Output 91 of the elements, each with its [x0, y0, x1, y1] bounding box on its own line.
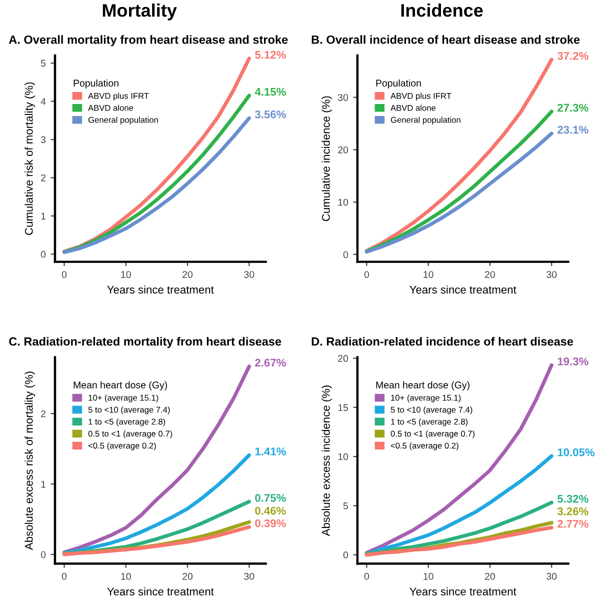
data-label: 37.2% [557, 52, 588, 60]
line-series [62, 453, 251, 555]
data-label: 5.32% [557, 494, 588, 503]
legend-label: ABVD plus IFRT [390, 92, 452, 100]
y-tick-label: 0 [343, 552, 348, 558]
legend-label: ABVD alone [390, 104, 436, 111]
y-tick-label: 15 [338, 404, 348, 412]
legend-title: Mean heart dose (Gy) [74, 381, 167, 390]
legend-label: ABVD plus IFRT [88, 92, 149, 100]
chart-title: C. Radiation-related mortality from heart disease [9, 336, 282, 348]
text: Mortality [102, 4, 177, 20]
legend-label: 0.5 to <1 (average 0.7) [390, 430, 475, 438]
chart-title: B. Overall incidence of heart disease and stroke [312, 35, 580, 44]
y-tick-label: 2 [41, 174, 46, 182]
y-tick-label: 0 [343, 251, 348, 258]
line-series [62, 364, 251, 554]
data-label: 27.3% [558, 104, 588, 112]
data-label: 5.12% [255, 50, 286, 59]
chart-title: A. Overall mortality from heart disease and stroke [8, 35, 288, 46]
legend-label: 1 to <5 (average 2.8) [391, 418, 468, 426]
x-tick-label: 20 [485, 572, 495, 580]
x-tick-label: 0 [364, 271, 370, 278]
x-tick-label: 20 [182, 271, 193, 278]
y-tick-label: 0 [40, 250, 46, 258]
data-label: 1.41% [255, 448, 286, 456]
x-axis-title: Years since treatment [410, 285, 516, 294]
data-label: 0.75% [255, 494, 286, 502]
y-tick-label: 10 [338, 453, 348, 460]
legend-label: 1 to <5 (average 2.8) [88, 418, 166, 426]
x-axis-title: Years since treatment [107, 285, 214, 294]
y-axis-title: Absolute excess risk of mortality (%) [24, 372, 35, 550]
legend-label: ABVD alone [88, 104, 134, 111]
y-tick-label: 2 [41, 410, 46, 418]
y-tick-label: 10 [338, 198, 348, 206]
x-tick-label: 0 [62, 572, 67, 580]
y-axis-title: Cumulative incidence (%) [322, 96, 332, 222]
legend-label: General population [88, 116, 158, 124]
y-tick-label: 1 [41, 212, 46, 220]
x-tick-label: 30 [244, 572, 254, 580]
y-axis-title: Absolute excess incidence (%) [322, 385, 332, 536]
legend-title: Mean heart dose (Gy) [376, 381, 470, 390]
y-tick-label: 4 [40, 98, 46, 105]
text: Incidence [401, 4, 483, 17]
line-series [364, 58, 554, 253]
x-tick-label: 10 [424, 572, 434, 580]
line-series [364, 110, 554, 254]
x-tick-label: 20 [182, 572, 193, 580]
data-label: 0.39% [255, 519, 286, 528]
data-label: 10.05% [558, 448, 595, 456]
data-label: 4.15% [254, 88, 286, 96]
line-series [364, 132, 554, 254]
x-axis-title: Years since treatment [107, 587, 214, 596]
y-tick-label: 0 [40, 551, 46, 558]
data-label: 2.77% [558, 520, 588, 528]
y-tick-label: 3 [40, 136, 46, 144]
y-tick-label: 1 [41, 480, 46, 488]
data-label: 3.26% [557, 507, 588, 516]
legend-label: 5 to <10 (average 7.4) [390, 406, 472, 414]
data-label: 3.56% [254, 110, 286, 118]
legend-title: Population [74, 79, 118, 89]
y-axis-title: Cumulative risk of mortality (%) [24, 82, 35, 235]
x-tick-label: 10 [121, 271, 131, 278]
data-label: 2.67% [255, 358, 286, 367]
data-label: 19.3% [558, 357, 588, 366]
legend-label: 10+ (average 15.1) [391, 394, 461, 402]
y-tick-label: 5 [40, 60, 46, 67]
x-tick-label: 20 [485, 271, 495, 278]
x-tick-label: 0 [62, 271, 67, 278]
x-tick-label: 30 [546, 271, 557, 278]
legend-label: 0.5 to <1 (average 0.7) [88, 430, 172, 438]
y-tick-label: 20 [338, 146, 348, 154]
y-tick-label: 20 [338, 354, 348, 362]
legend-label: General population [390, 116, 460, 124]
legend-label: 10+ (average 15.1) [88, 394, 158, 402]
y-tick-label: 30 [338, 94, 348, 101]
x-tick-label: 30 [244, 271, 254, 278]
chart-title: D. Radiation-related incidence of heart disease [312, 336, 574, 346]
x-tick-label: 30 [546, 572, 557, 580]
x-tick-label: 10 [424, 271, 434, 278]
line-series [364, 363, 554, 555]
data-label: 23.1% [558, 126, 588, 134]
y-tick-label: 5 [343, 502, 348, 510]
data-label: 0.46% [255, 506, 286, 515]
legend-title: Population [376, 79, 421, 89]
x-axis-title: Years since treatment [410, 587, 516, 596]
x-tick-label: 10 [121, 572, 131, 580]
line-series [62, 525, 251, 556]
legend-label: <0.5 (average 0.2) [390, 442, 458, 450]
x-tick-label: 0 [364, 572, 370, 580]
legend-label: 5 to <10 (average 7.4) [88, 406, 170, 414]
legend-label: <0.5 (average 0.2) [88, 442, 156, 450]
